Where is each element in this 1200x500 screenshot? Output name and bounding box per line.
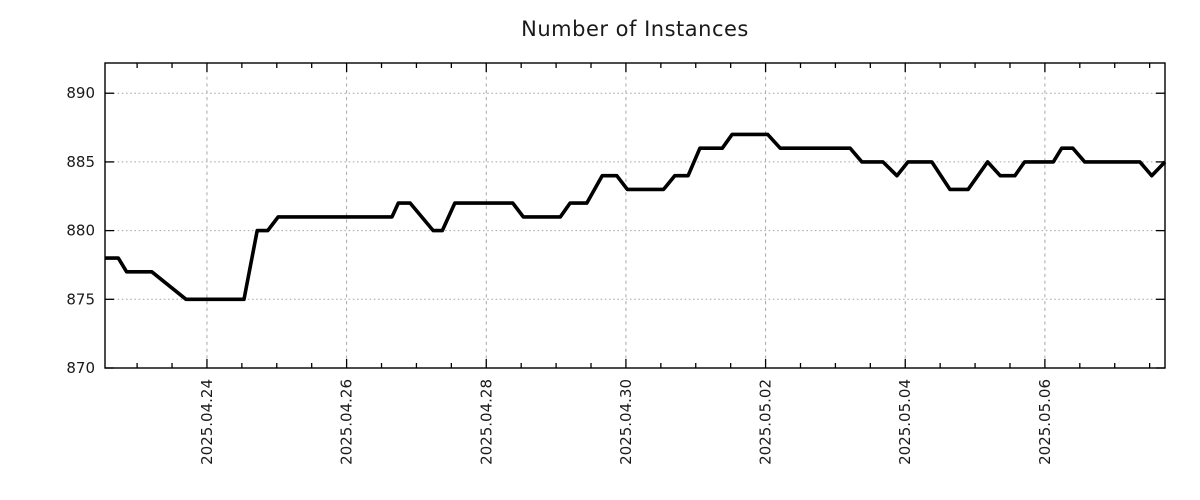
x-axis-tick-label: 2025.04.28 [477,379,495,465]
plot-border [104,62,1166,369]
plot-line [105,132,1167,302]
x-axis-tick-label: 2025.05.06 [1036,379,1054,465]
chart-title: Number of Instances [521,17,749,41]
x-axis-tick-label: 2025.04.30 [617,379,635,465]
y-axis-tick-label: 875 [66,290,95,308]
x-axis-tick-label: 2025.05.02 [757,379,775,465]
y-axis-tick-label: 890 [66,84,95,102]
y-axis-tick-label: 885 [66,153,95,171]
x-axis-tick-label: 2025.05.04 [896,379,914,465]
x-axis-tick-label: 2025.04.26 [338,379,356,465]
y-axis-tick-label: 870 [66,359,95,377]
y-axis-tick-label: 880 [66,222,95,240]
x-axis-tick-label: 2025.04.24 [198,379,216,465]
